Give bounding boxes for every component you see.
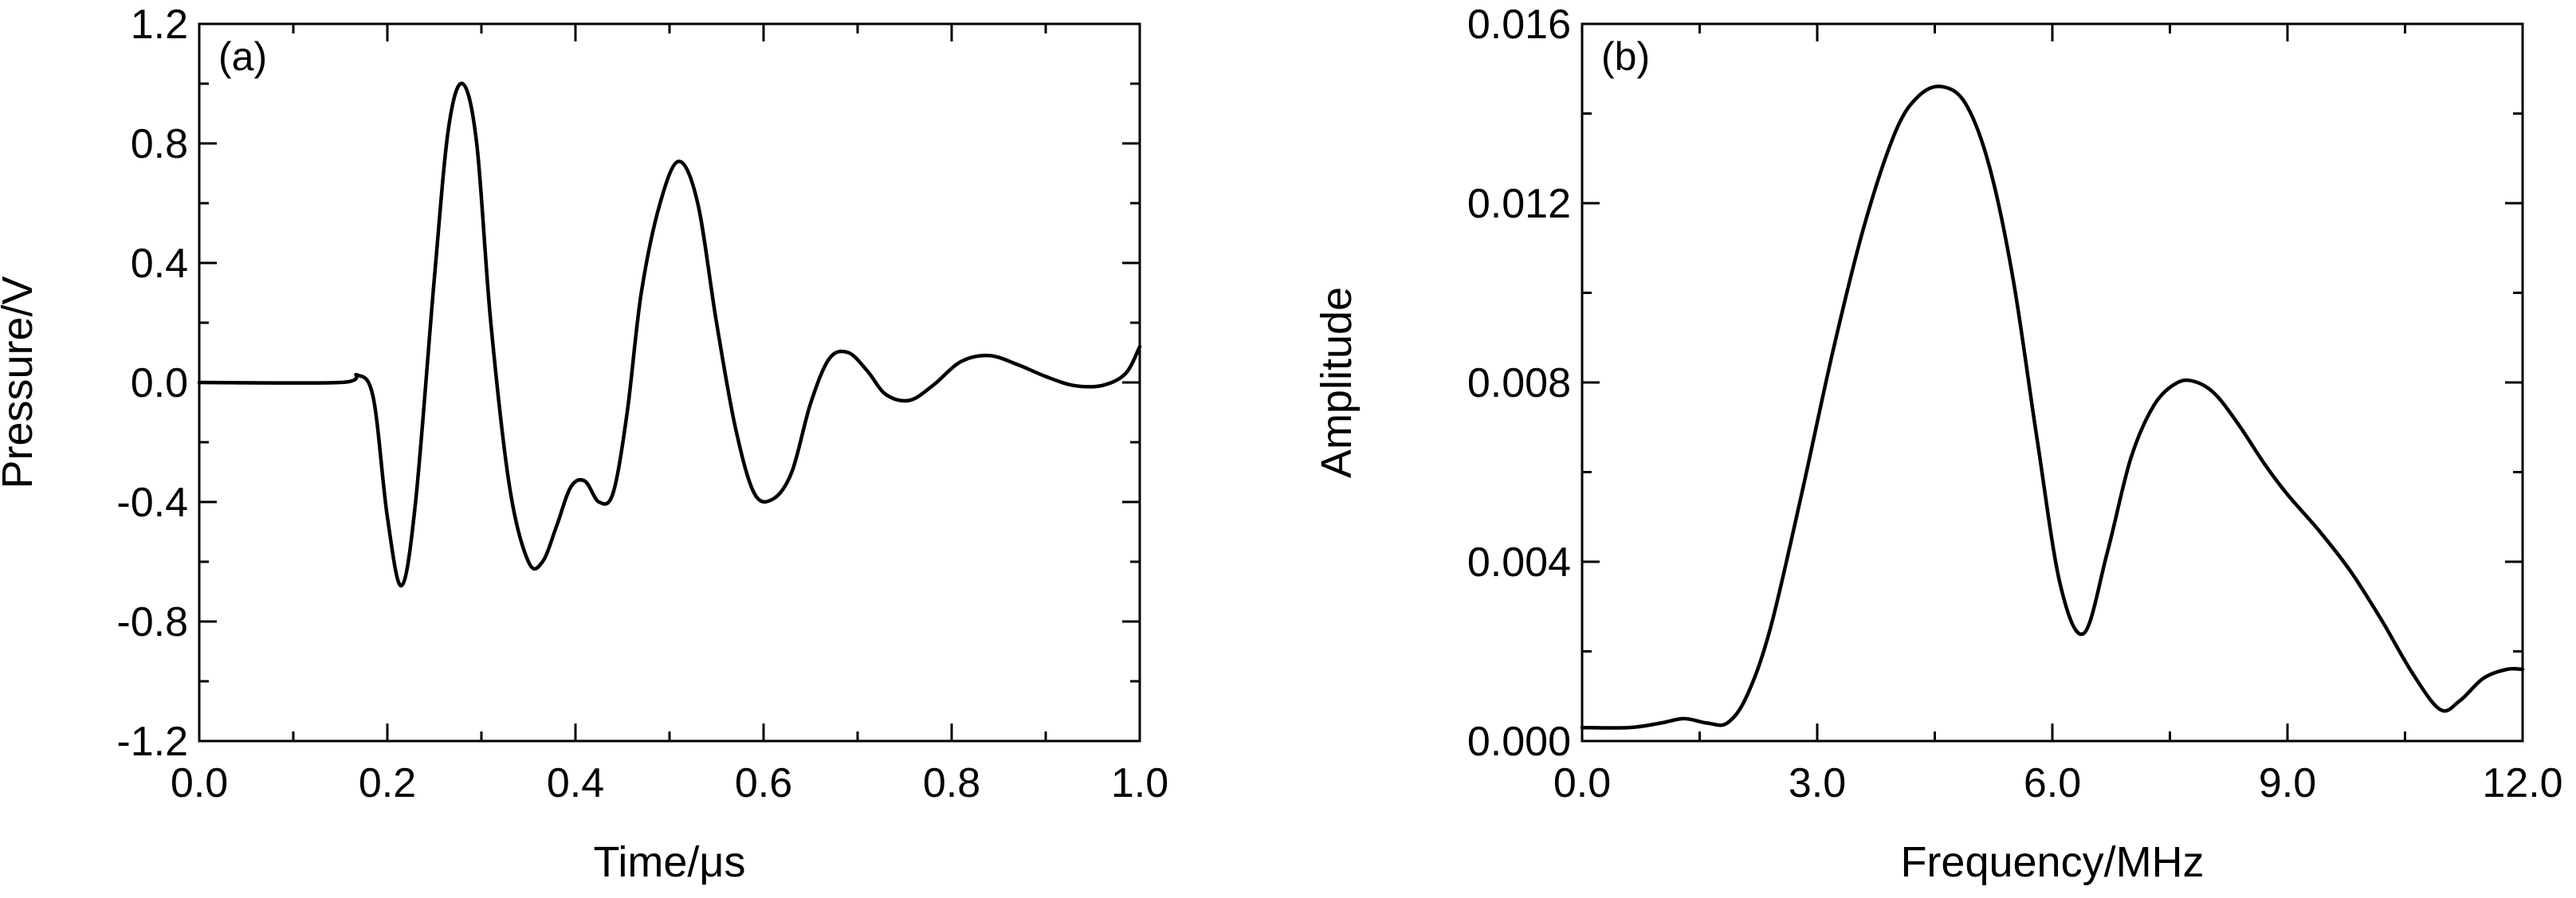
panel-a-y-tick-label: 0.4 [131,241,188,287]
panel-a-y-tick-label: 1.2 [131,2,188,48]
panel-a-x-tick-label: 0.8 [923,760,980,806]
panel-b-x-tick-label: 0.0 [1553,760,1611,806]
panel-b-chart: 0.0 3.0 6.0 9.0 12.0 0.000 0.004 0.008 0.012 0.01… [1313,2,2563,886]
panel-b-series-line [1580,84,2525,730]
panel-a-y-tick-label: 0.8 [131,121,188,167]
panel-a-panel-label: (a) [218,34,267,79]
panel-b-x-tick-label: 12.0 [2482,760,2562,806]
panel-a-x-tick-label: 0.4 [547,760,604,806]
panel-b-y-tick-label: 0.016 [1467,2,1571,48]
panel-b-x-tick-label: 9.0 [2259,760,2316,806]
panel-b-panel-label: (b) [1601,34,1650,79]
panel-b-y-tick-label: 0.008 [1467,360,1571,406]
panel-b-x-axis-title: Frequency/MHz [1900,838,2204,886]
panel-a-series-line [197,81,1142,588]
panel-b-y-tick-label: 0.012 [1467,181,1571,227]
panel-a-chart: 0.0 0.2 0.4 0.6 0.8 1.0 -1.2 -0.8 -0.4 0.0 0.4 0.8 1… [0,2,1168,886]
panel-a-y-tick-label: -0.8 [116,599,188,645]
panel-b-x-tick-label: 6.0 [2024,760,2081,806]
panel-b-y-tick-label: 0.004 [1467,539,1571,586]
panel-b-y-axis-title: Amplitude [1313,287,1361,478]
panel-a-x-tick-label: 1.0 [1111,760,1168,806]
panel-b-plot-frame [1581,22,2524,743]
panel-a-y-tick-label: 0.0 [131,360,188,406]
panel-b-x-tick-label: 3.0 [1789,760,1846,806]
panel-a-x-tick-label: 0.6 [735,760,792,806]
panel-b-y-tick-label: 0.000 [1467,719,1571,765]
panel-a-x-tick-label: 0.0 [171,760,228,806]
panel-a-x-tick-label: 0.2 [359,760,416,806]
panel-a-x-axis-title: Time/μs [593,838,745,886]
panel-a-y-tick-label: -0.4 [116,480,188,526]
panel-a-y-tick-label: -1.2 [116,719,188,765]
panel-a-y-axis-title: Pressure/V [0,276,41,488]
